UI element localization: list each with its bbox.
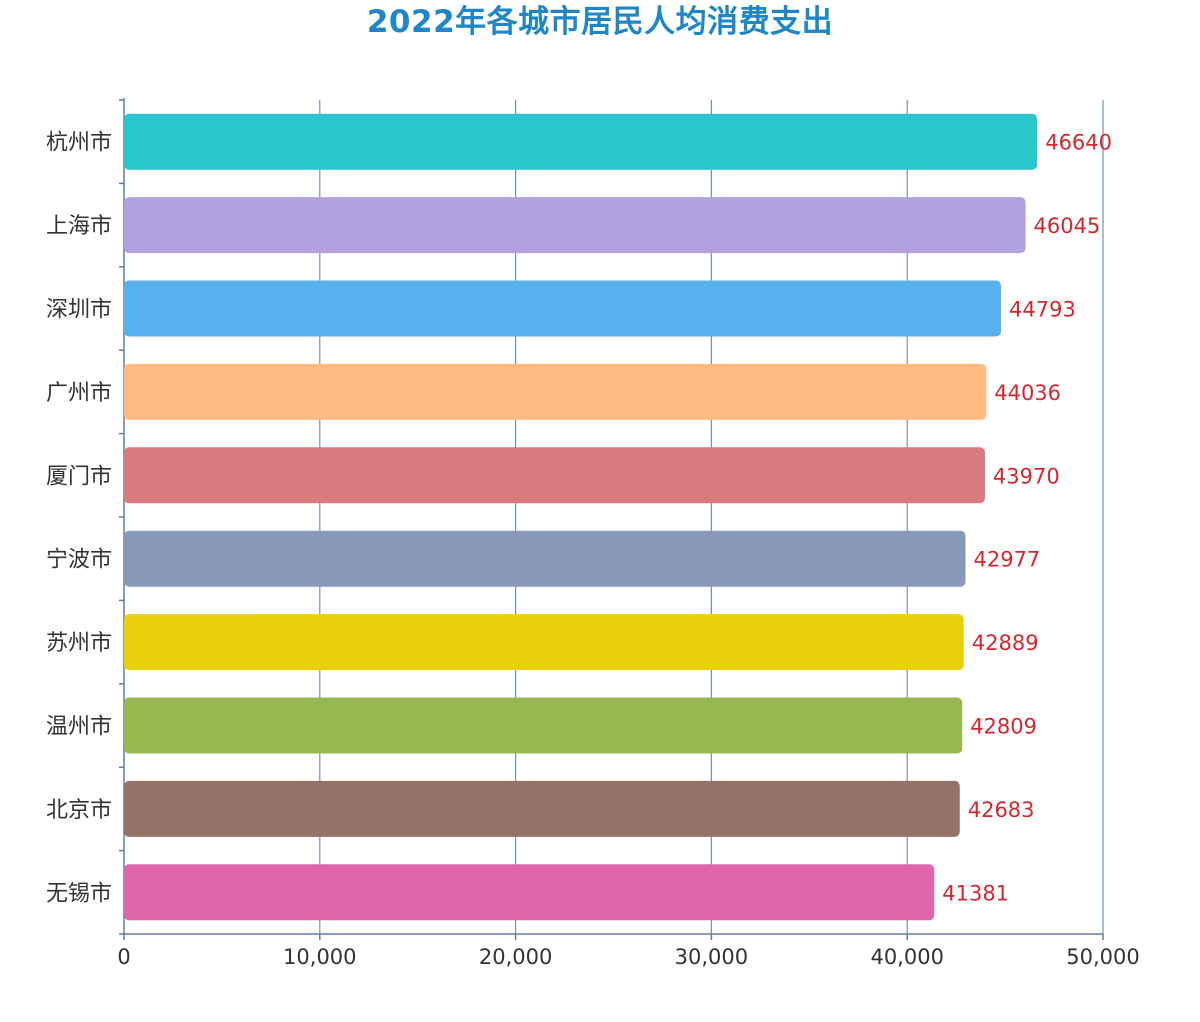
category-label: 上海市	[46, 214, 112, 239]
x-tick-label: 0	[117, 945, 130, 969]
bar	[124, 614, 964, 671]
category-label: 杭州市	[46, 131, 112, 156]
value-label: 42977	[973, 548, 1040, 572]
value-label: 46045	[1034, 214, 1101, 238]
x-tick-label: 10,000	[283, 945, 356, 969]
bar	[124, 363, 987, 420]
x-tick-label: 20,000	[479, 945, 552, 969]
value-label: 41381	[942, 881, 1009, 905]
category-label: 温州市	[46, 715, 112, 740]
bar	[124, 780, 960, 837]
category-label: 广州市	[46, 381, 112, 406]
value-label: 44793	[1009, 298, 1076, 322]
category-label: 厦门市	[46, 464, 112, 489]
chart-title: 2022年各城市居民人均消费支出	[366, 4, 834, 40]
value-label: 42809	[970, 715, 1037, 739]
value-label: 42683	[968, 798, 1035, 822]
label-layer: 0 10,000 20,000 30,000 40,000 50,000 杭州市 46640 上…	[46, 131, 1140, 969]
x-tick-label: 50,000	[1066, 945, 1139, 969]
bar	[124, 113, 1038, 170]
bar	[124, 280, 1002, 337]
bar	[124, 530, 966, 587]
value-label: 43970	[993, 464, 1060, 488]
bar-layer	[124, 113, 1038, 921]
bar	[124, 697, 963, 754]
x-tick-label: 40,000	[870, 945, 943, 969]
bar	[124, 864, 935, 921]
category-label: 宁波市	[46, 548, 112, 573]
category-label: 苏州市	[46, 631, 112, 656]
bar	[124, 197, 1026, 254]
value-label: 46640	[1045, 131, 1112, 155]
category-label: 北京市	[46, 798, 112, 823]
value-label: 42889	[972, 631, 1039, 655]
category-label: 无锡市	[46, 881, 112, 906]
x-tick-label: 30,000	[675, 945, 748, 969]
value-label: 44036	[994, 381, 1061, 405]
category-label: 深圳市	[46, 298, 112, 323]
bar	[124, 447, 985, 504]
